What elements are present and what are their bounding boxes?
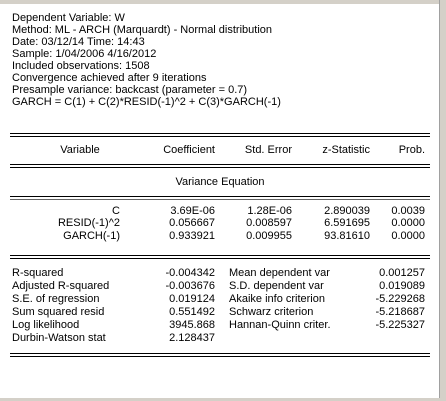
stat-label: Sum squared resid [12, 306, 105, 318]
stat-label: S.E. of regression [12, 293, 100, 305]
divider [10, 136, 430, 137]
convergence-line: Convergence achieved after 9 iterations [12, 72, 207, 84]
divider [10, 199, 430, 200]
estimation-output: Dependent Variable: W Method: ML - ARCH … [0, 4, 440, 398]
col-header-coefficient: Coefficient [163, 144, 215, 156]
section-title: Variance Equation [175, 176, 265, 188]
window-frame-top [0, 0, 446, 4]
stat-value: -5.225327 [375, 319, 425, 331]
divider [10, 353, 430, 354]
divider [10, 356, 430, 357]
stat-label: Adjusted R-squared [12, 280, 110, 292]
garch-specification: GARCH = C(1) + C(2)*RESID(-1)^2 + C(3)*G… [12, 96, 281, 108]
row-coefficient: 0.056667 [169, 217, 215, 229]
presample-line: Presample variance: backcast (parameter … [12, 84, 248, 96]
sample-line: Sample: 1/04/2006 4/16/2012 [12, 48, 157, 60]
col-header-variable: Variable [60, 144, 100, 156]
row-variable: RESID(-1)^2 [57, 217, 120, 229]
date-line: Date: 03/12/14 Time: 14:43 [12, 36, 145, 48]
divider [10, 167, 430, 168]
estimation-header: Dependent Variable: W Method: ML - ARCH … [12, 12, 281, 108]
stat-value [355, 332, 425, 344]
row-std-error: 0.008597 [246, 217, 292, 229]
stat-value: 0.019124 [169, 293, 215, 305]
stat-label: Hannan-Quinn criter. [229, 319, 331, 331]
col-header-prob: Prob. [398, 144, 425, 156]
vertical-scrollbar[interactable] [439, 0, 446, 401]
stat-label: Durbin-Watson stat [12, 332, 106, 344]
row-coefficient: 3.69E-06 [170, 205, 215, 217]
stat-value: -5.218687 [375, 306, 425, 318]
row-coefficient: 0.933921 [169, 230, 215, 242]
stat-value: 2.128437 [169, 332, 215, 344]
col-header-z-statistic: z-Statistic [322, 144, 370, 156]
divider [10, 133, 430, 134]
divider [10, 258, 430, 259]
row-prob: 0.0000 [391, 217, 425, 229]
row-prob: 0.0039 [391, 205, 425, 217]
window-frame-bottom [0, 398, 446, 401]
stat-label: Akaike info criterion [229, 293, 325, 305]
row-prob: 0.0000 [391, 230, 425, 242]
stat-label: Schwarz criterion [229, 306, 314, 318]
stat-value: 0.551492 [169, 306, 215, 318]
row-variable: C [112, 205, 120, 217]
row-z-statistic: 93.81610 [324, 230, 370, 242]
divider [10, 196, 430, 197]
method-line: Method: ML - ARCH (Marquardt) - Normal d… [12, 24, 273, 36]
stat-value: -0.003676 [165, 280, 215, 292]
row-z-statistic: 2.890039 [324, 205, 370, 217]
stat-value: 0.001257 [379, 267, 425, 279]
stat-value: 0.019089 [379, 280, 425, 292]
col-header-std-error: Std. Error [244, 144, 292, 156]
divider [10, 164, 430, 165]
row-variable: GARCH(-1) [63, 230, 120, 242]
stat-label: Mean dependent var [229, 267, 330, 279]
stat-label: Log likelihood [12, 319, 80, 331]
row-z-statistic: 6.591695 [324, 217, 370, 229]
stat-value: -5.229268 [375, 293, 425, 305]
stat-label [229, 332, 369, 344]
observations-line: Included observations: 1508 [12, 60, 150, 72]
divider [10, 255, 430, 256]
stat-label: R-squared [12, 267, 64, 279]
row-std-error: 1.28E-06 [247, 205, 292, 217]
row-std-error: 0.009955 [246, 230, 292, 242]
stat-label: S.D. dependent var [229, 280, 324, 292]
stat-value: 3945.868 [169, 319, 215, 331]
dependent-variable: Dependent Variable: W [12, 12, 125, 24]
stat-value: -0.004342 [165, 267, 215, 279]
